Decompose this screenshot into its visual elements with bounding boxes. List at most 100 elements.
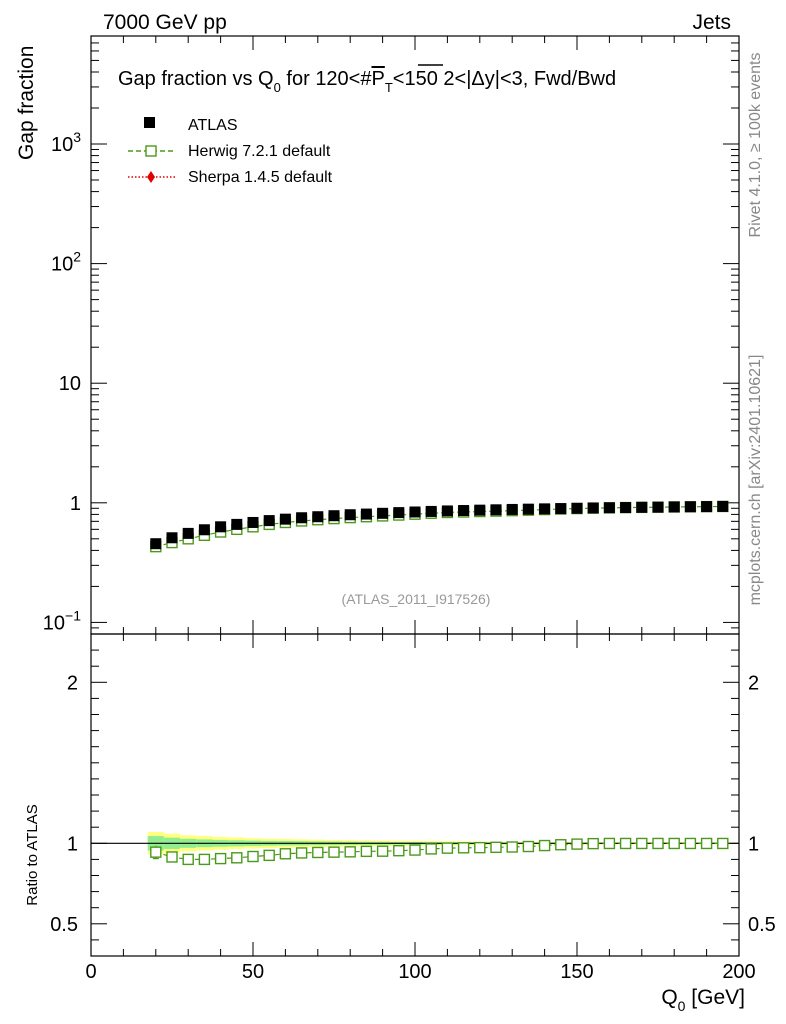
x-tick-label: 50 [242, 961, 264, 983]
atlas-point [441, 505, 453, 517]
atlas-point [328, 510, 340, 522]
data-series [150, 500, 729, 866]
atlas-point [377, 507, 389, 519]
legend-herwig-marker [145, 145, 157, 157]
y-tick-label: 103 [51, 129, 81, 156]
herwig-ratio-point [587, 837, 599, 850]
x-tick-label: 150 [560, 961, 593, 983]
herwig-ratio-point [684, 837, 697, 850]
herwig-ratio-point [409, 844, 421, 856]
herwig-ratio-point [668, 837, 680, 850]
y-tick-label: 1 [70, 493, 81, 515]
atlas-point [539, 503, 551, 515]
atlas-point [652, 501, 664, 513]
y-tick-label: 102 [51, 249, 81, 276]
atlas-point [636, 501, 648, 513]
herwig-ratio-point [425, 843, 437, 855]
herwig-ratio-point [295, 847, 308, 859]
analysis-watermark: (ATLAS_2011_I917526) [342, 591, 491, 607]
ratio-tick-label-right: 1 [748, 833, 759, 855]
legend-herwig-label: Herwig 7.2.1 default [188, 143, 331, 160]
atlas-point [393, 507, 405, 519]
atlas-point [668, 501, 680, 513]
atlas-point [231, 518, 243, 530]
process-label: Jets [692, 11, 731, 34]
atlas-point [490, 504, 502, 516]
atlas-point [182, 527, 194, 539]
legend-sherpa-label: Sherpa 1.4.5 default [188, 169, 333, 186]
herwig-ratio-point [538, 839, 551, 852]
ratio-tick-label: 0.5 [50, 914, 78, 936]
herwig-ratio-point [636, 837, 648, 850]
atlas-point [587, 502, 599, 514]
ratio-tick-label: 2 [67, 672, 78, 694]
herwig-ratio-point [263, 849, 275, 862]
atlas-point [166, 532, 178, 544]
atlas-point [717, 500, 729, 512]
herwig-ratio-point [198, 853, 211, 866]
herwig-ratio-point [393, 845, 405, 857]
herwig-ratio-point [652, 837, 664, 850]
herwig-ratio-point [360, 845, 373, 858]
herwig-ratio-point [603, 837, 616, 850]
ratio-tick-label-right: 0.5 [748, 914, 776, 936]
atlas-point [522, 503, 534, 515]
herwig-ratio-point [328, 846, 340, 858]
herwig-ratio-point [506, 841, 518, 853]
atlas-point [474, 504, 486, 516]
herwig-ratio-point [490, 841, 502, 854]
atlas-point [458, 505, 470, 517]
atlas-point [198, 524, 210, 536]
ratio-y-axis-label: Ratio to ATLAS [24, 804, 41, 905]
y-tick-label: 10−1 [43, 607, 81, 634]
atlas-point [603, 502, 615, 514]
x-tick-label: 0 [85, 961, 96, 983]
herwig-ratio-point [214, 852, 227, 865]
herwig-ratio-point [700, 837, 713, 850]
collision-label: 7000 GeV pp [103, 11, 227, 34]
herwig-ratio-point [571, 838, 583, 850]
herwig-ratio-point [717, 837, 729, 850]
atlas-point [344, 509, 356, 521]
herwig-ratio-point [279, 848, 292, 860]
atlas-point [571, 502, 583, 514]
atlas-point [684, 501, 696, 513]
herwig-ratio-point [150, 846, 162, 858]
x-tick-label: 200 [722, 961, 755, 983]
ratio-tick-label-right: 2 [748, 672, 759, 694]
herwig-ratio-point [457, 842, 470, 854]
ratio-panel-frame [90, 633, 740, 957]
atlas-point [701, 501, 713, 513]
herwig-ratio-point [166, 851, 178, 863]
atlas-point [360, 508, 372, 520]
atlas-point [296, 512, 308, 524]
rivet-version-label: Rivet 4.1.0, ≥ 100k events [747, 53, 764, 238]
atlas-point [150, 538, 162, 550]
atlas-point [620, 502, 632, 514]
atlas-point [409, 506, 421, 518]
legend-atlas-label: ATLAS [188, 117, 238, 134]
herwig-ratio-point [247, 850, 259, 863]
ratio-tick-label: 1 [67, 833, 78, 855]
atlas-point [425, 505, 437, 517]
mcplots-reference-label: mcplots.cern.ch [arXiv:2401.10621] [747, 355, 764, 606]
legend-atlas-marker [144, 117, 155, 128]
herwig-ratio-point [441, 842, 454, 854]
herwig-ratio-point [312, 846, 324, 859]
herwig-ratio-point [619, 837, 632, 850]
atlas-point [506, 503, 518, 515]
herwig-ratio-point [474, 841, 486, 854]
herwig-ratio-point [344, 846, 356, 858]
herwig-ratio-point [555, 839, 567, 851]
herwig-ratio-point [376, 845, 389, 857]
atlas-point [279, 513, 291, 525]
atlas-point [247, 516, 259, 528]
x-tick-label: 100 [398, 961, 431, 983]
herwig-ratio-point [182, 853, 194, 866]
plot-title: Gap fraction vs Q0 for 120<#PT<150 2<|Δy… [118, 68, 616, 95]
y-axis-label: Gap fraction [15, 46, 38, 160]
axis-ticks: 0 50 100 150 200 10−1 1 10 102 103 0.5 0.5 1 1 2 2 [43, 35, 776, 983]
legend-sherpa-marker [147, 171, 155, 183]
atlas-point [215, 521, 227, 533]
